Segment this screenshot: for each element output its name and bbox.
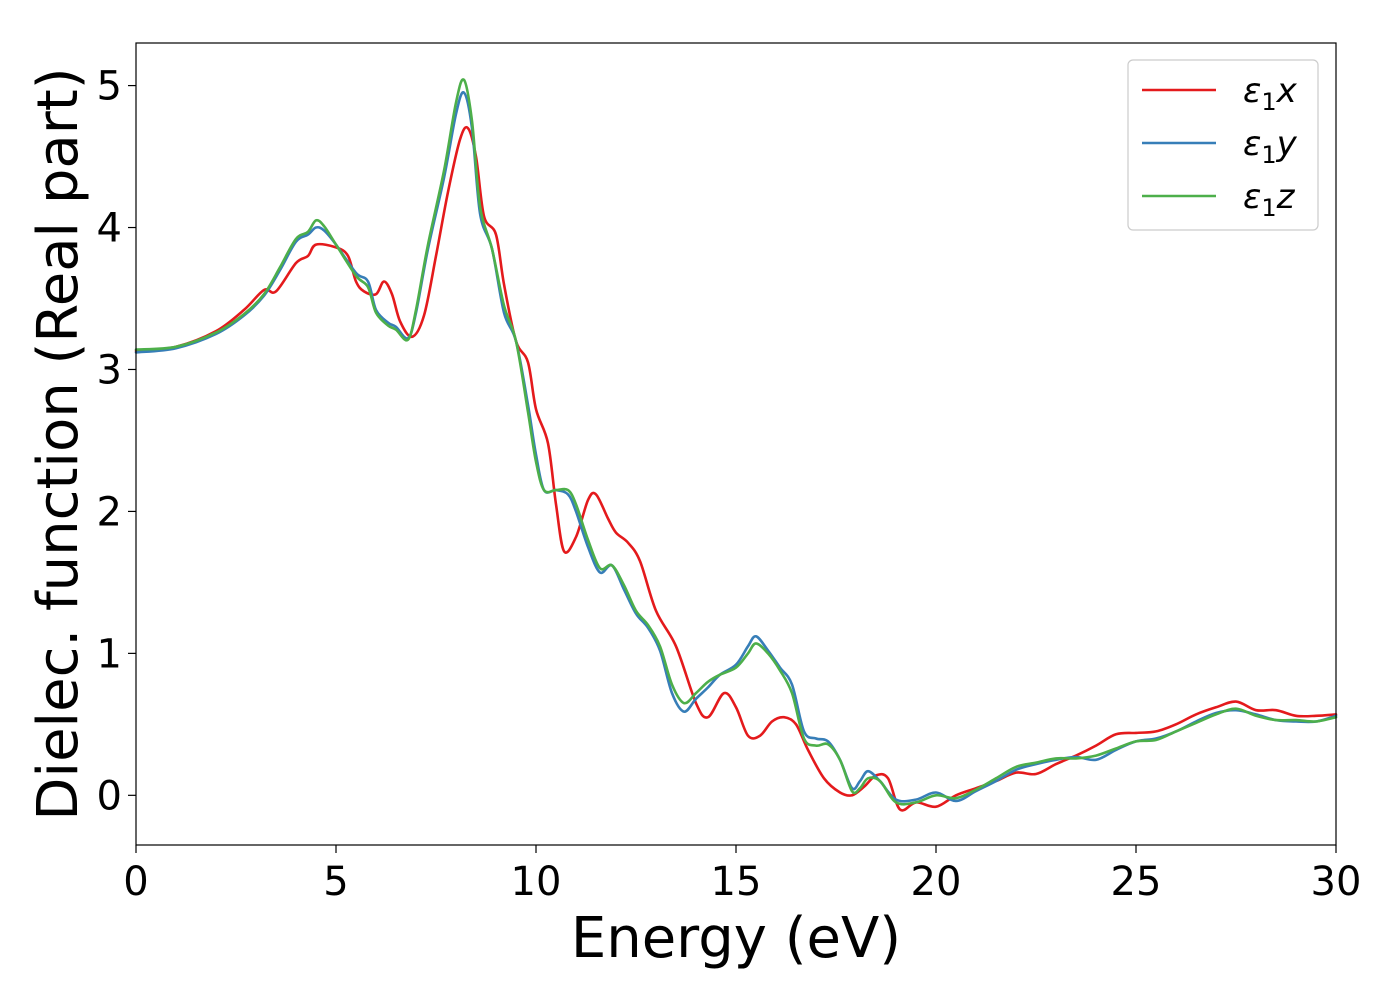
y-tick-label: 2	[97, 489, 122, 535]
x-tick-label: 30	[1311, 859, 1362, 905]
y-tick-label: 3	[97, 347, 122, 393]
x-axis-label: Energy (eV)	[571, 906, 901, 971]
legend-label-z: ε1z	[1243, 177, 1296, 222]
y-tick-label: 1	[97, 631, 122, 677]
y-axis-label: Dielec. function (Real part)	[26, 67, 91, 820]
legend-label-x: ε1x	[1243, 71, 1298, 116]
legend-label-y: ε1y	[1243, 124, 1298, 169]
x-tick-label: 10	[511, 859, 562, 905]
series-line-z	[134, 78, 1338, 806]
x-tick-label: 15	[711, 859, 762, 905]
y-tick-label: 5	[97, 64, 122, 110]
x-axis-ticks: 0 5 10 15 20 25 30	[123, 845, 1361, 905]
x-tick-label: 20	[911, 859, 962, 905]
x-tick-label: 0	[123, 859, 148, 905]
x-tick-label: 5	[323, 859, 348, 905]
series-layer	[134, 78, 1338, 812]
legend-box	[1127, 59, 1319, 231]
legend: ε1x ε1y ε1z	[1127, 59, 1319, 231]
y-tick-label: 0	[97, 773, 122, 819]
y-axis-ticks: 0 1 2 3 4 5	[97, 64, 136, 819]
x-tick-label: 25	[1111, 859, 1162, 905]
y-tick-label: 4	[97, 206, 122, 252]
